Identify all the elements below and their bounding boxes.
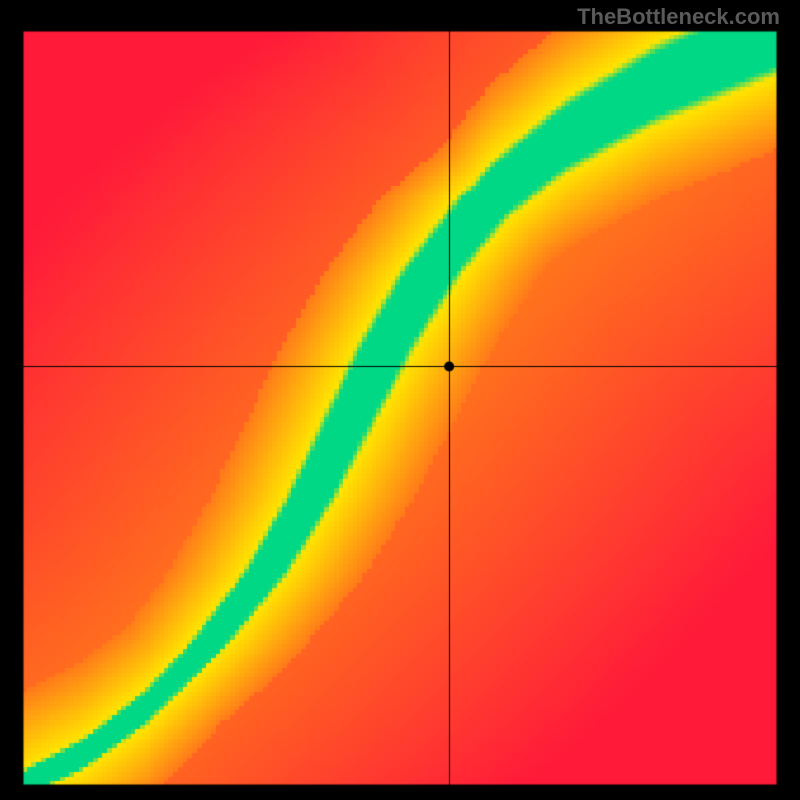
bottleneck-heatmap [0,0,800,800]
watermark-text: TheBottleneck.com [577,4,780,30]
chart-container: TheBottleneck.com [0,0,800,800]
